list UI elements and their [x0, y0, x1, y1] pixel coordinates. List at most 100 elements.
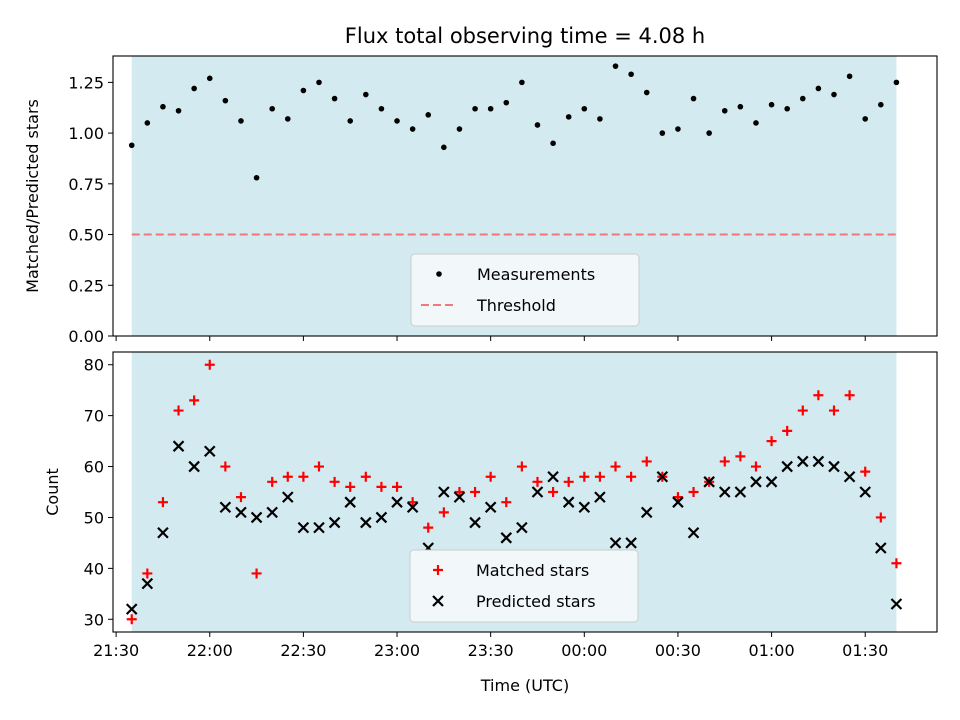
counts-matched-point	[532, 476, 543, 487]
counts-matched-point	[750, 461, 761, 472]
counts-x-tick-label: 01:30	[842, 641, 888, 660]
counts-matched-point	[672, 492, 683, 503]
counts-legend-label: Matched stars	[476, 561, 589, 580]
counts-matched-point	[329, 476, 340, 487]
ratio-point	[284, 116, 291, 122]
counts-matched-point	[641, 456, 652, 467]
counts-legend-marker	[432, 595, 444, 607]
counts-matched-point	[438, 507, 449, 518]
ratio-point	[394, 118, 400, 124]
ratio-point	[878, 101, 884, 108]
counts-y-tick-label: 60	[84, 458, 104, 477]
counts-predicted-point	[875, 542, 887, 554]
counts-matched-point	[860, 466, 871, 477]
ratio-point	[581, 105, 588, 112]
counts-matched-point	[142, 568, 153, 579]
ratio-point	[893, 79, 900, 86]
counts-predicted-point	[516, 521, 528, 534]
counts-x-tick-label: 22:00	[187, 641, 233, 660]
ratio-point	[409, 126, 416, 132]
ratio-point	[300, 87, 307, 94]
ratio-point	[487, 105, 494, 112]
counts-predicted-point	[328, 516, 341, 529]
counts-predicted-point	[718, 486, 731, 498]
counts-matched-point	[454, 487, 465, 497]
counts-y-tick-label: 80	[84, 356, 104, 375]
counts-predicted-point	[453, 491, 466, 503]
counts-predicted-point	[781, 460, 793, 473]
counts-predicted-point	[531, 486, 544, 498]
counts-matched-point	[392, 481, 403, 492]
counts-matched-point	[376, 481, 387, 492]
counts-x-tick-label: 23:00	[374, 641, 420, 660]
counts-matched-point	[501, 497, 512, 508]
counts-matched-point	[251, 568, 262, 579]
ratio-y-tick-label: 0.75	[68, 175, 104, 194]
counts-predicted-point	[297, 521, 310, 534]
ratio-point	[862, 116, 869, 122]
panel-ratio: 0.00 0.25 0.50 0.75 1.00 1.25 Matched/Predicte…	[23, 55, 938, 346]
x-axis-label: Time (UTC)	[480, 676, 569, 695]
counts-x-tick-label: 21:30	[93, 641, 139, 660]
counts-legend-box	[409, 549, 639, 623]
counts-x-tick-label: 01:00	[749, 641, 795, 660]
counts-matched-point	[813, 390, 824, 401]
counts-y-tick-label: 40	[84, 559, 104, 578]
counts-predicted-point	[203, 445, 216, 458]
counts-matched-point	[829, 405, 839, 416]
counts-matched-point	[235, 492, 246, 503]
ratio-point	[206, 75, 213, 82]
ratio-point	[612, 63, 619, 69]
counts-predicted-point	[625, 537, 637, 549]
counts-predicted-point	[406, 501, 419, 514]
ratio-y-tick-label: 1.25	[68, 73, 104, 92]
ratio-point	[269, 105, 275, 112]
ratio-point	[160, 103, 166, 110]
ratio-point	[441, 144, 447, 151]
counts-x-tick-label: 00:00	[561, 641, 607, 660]
ratio-point	[175, 107, 182, 114]
counts-predicted-point	[547, 470, 559, 483]
counts-axes-frame	[112, 351, 938, 633]
counts-predicted-point	[235, 506, 247, 519]
counts-predicted-point	[375, 511, 388, 524]
ratio-point	[831, 91, 837, 98]
ratio-y-tick-label: 0.25	[68, 276, 104, 295]
counts-predicted-point	[828, 460, 840, 473]
counts-matched-point	[267, 476, 278, 487]
ratio-point	[768, 101, 775, 108]
counts-matched-point	[579, 471, 590, 482]
counts-matched-point	[220, 461, 231, 472]
counts-matched-point	[314, 461, 324, 472]
counts-y-tick-label: 70	[84, 407, 104, 426]
counts-predicted-point	[609, 537, 622, 549]
counts-predicted-point	[812, 455, 825, 468]
counts-predicted-point	[750, 476, 762, 488]
counts-matched-point	[204, 359, 215, 370]
counts-matched-point	[345, 481, 356, 492]
counts-matched-point	[891, 558, 902, 569]
counts-matched-point	[766, 436, 777, 447]
counts-matched-point	[735, 451, 746, 462]
counts-predicted-point	[125, 603, 138, 615]
counts-matched-point	[626, 471, 637, 482]
counts-matched-point	[173, 405, 184, 416]
ratio-y-tick-label: 1.00	[68, 124, 104, 143]
counts-predicted-point	[172, 440, 185, 452]
counts-predicted-point	[282, 491, 294, 503]
ratio-point	[425, 112, 432, 118]
ratio-point	[721, 107, 728, 114]
counts-predicted-point	[562, 496, 575, 508]
counts-predicted-point	[890, 598, 903, 610]
ratio-point	[503, 99, 510, 106]
counts-y-tick-label: 50	[84, 508, 104, 527]
counts-predicted-point	[859, 486, 871, 498]
counts-matched-point	[282, 471, 293, 482]
counts-matched-point	[875, 512, 886, 523]
ratio-point	[191, 85, 197, 92]
counts-y-axis-label: Count	[43, 468, 62, 516]
ratio-point	[737, 103, 744, 110]
counts-predicted-point	[157, 526, 169, 539]
ratio-point	[690, 95, 697, 102]
